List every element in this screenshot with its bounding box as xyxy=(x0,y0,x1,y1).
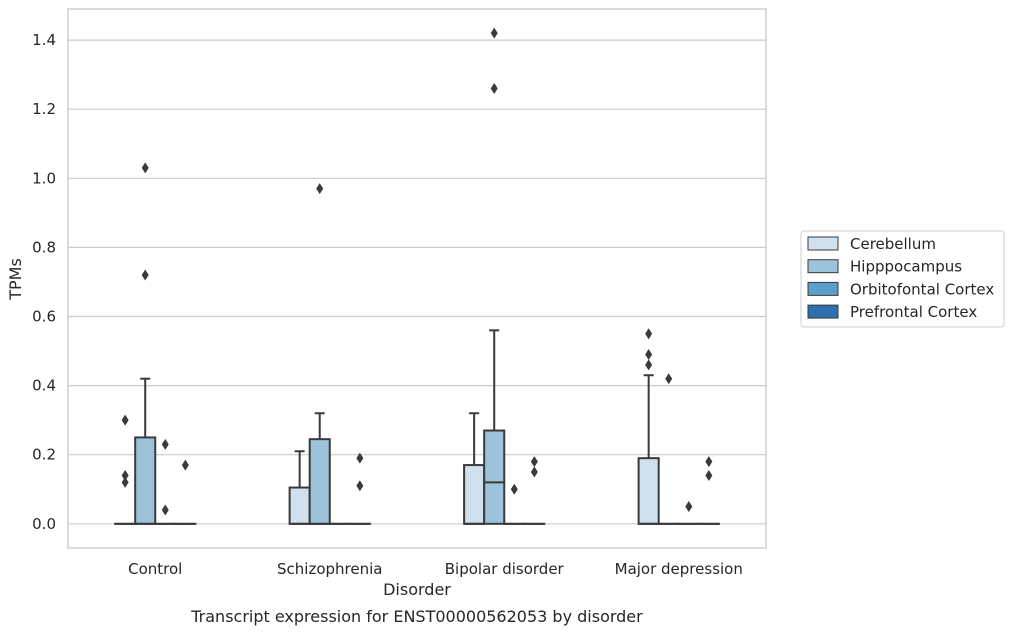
box-hipppocampus xyxy=(657,373,680,525)
legend-label: Hipppocampus xyxy=(850,258,962,276)
y-tick-label: 0.2 xyxy=(32,446,56,464)
y-tick-label: 0.4 xyxy=(32,377,56,395)
box-body xyxy=(308,438,331,525)
box-prefrontal-cortex xyxy=(174,459,197,525)
box-hipppocampus xyxy=(483,27,506,525)
y-axis-ticks: 0.0 0.2 0.4 0.6 0.8 1.0 1.2 1.4 xyxy=(32,31,56,533)
plot-area-frame xyxy=(67,8,767,549)
box-cerebellum xyxy=(288,450,311,525)
outlier-point xyxy=(490,82,498,94)
box-body xyxy=(288,486,311,525)
box-prefrontal-cortex xyxy=(697,456,720,525)
legend-swatch xyxy=(807,281,839,296)
outlier-point xyxy=(645,349,653,361)
outlier-point xyxy=(645,328,653,340)
y-tick-label: 1.0 xyxy=(32,169,56,187)
box-body xyxy=(463,464,486,525)
outlier-point xyxy=(705,456,713,468)
box-plots xyxy=(114,27,720,525)
outlier-point xyxy=(316,183,324,195)
x-tick-label: Schizophrenia xyxy=(277,560,382,578)
outlier-point xyxy=(121,414,129,426)
y-tick-label: 1.2 xyxy=(32,100,56,118)
x-axis-title: Disorder xyxy=(383,580,451,599)
legend-swatch xyxy=(807,304,839,319)
legend: Cerebellum Hipppocampus Orbitofontal Corte… xyxy=(800,230,1005,328)
x-tick-label: Bipolar disorder xyxy=(445,560,565,578)
legend-swatch xyxy=(807,259,839,274)
outlier-point xyxy=(530,456,538,468)
outlier-point xyxy=(161,438,169,450)
legend-swatch xyxy=(807,236,839,251)
outlier-point xyxy=(705,469,713,481)
outlier-point xyxy=(141,162,149,174)
y-tick-label: 1.4 xyxy=(32,31,56,49)
box-prefrontal-cortex xyxy=(348,452,371,525)
legend-label: Prefrontal Cortex xyxy=(850,303,977,321)
box-cerebellum xyxy=(637,328,660,525)
grid-lines xyxy=(68,39,766,525)
box-prefrontal-cortex xyxy=(523,456,546,525)
outlier-point xyxy=(356,480,364,492)
outlier-point xyxy=(490,27,498,39)
outlier-point xyxy=(665,373,673,385)
chart-caption: Transcript expression for ENST0000056205… xyxy=(190,607,643,626)
box-orbitofontal-cortex xyxy=(677,501,700,525)
legend-frame xyxy=(800,230,1005,328)
y-tick-label: 0.8 xyxy=(32,238,56,256)
y-axis-title: TPMs xyxy=(6,258,25,301)
x-axis-ticks: Control Schizophrenia Bipolar disorder Majo… xyxy=(128,560,743,578)
box-orbitofontal-cortex xyxy=(154,438,177,525)
outlier-point xyxy=(645,359,653,371)
outlier-point xyxy=(530,466,538,478)
legend-label: Cerebellum xyxy=(850,235,936,253)
y-tick-label: 0.6 xyxy=(32,308,56,326)
box-hipppocampus xyxy=(308,183,331,525)
box-orbitofontal-cortex xyxy=(503,483,526,525)
outlier-point xyxy=(510,483,518,495)
outlier-point xyxy=(161,504,169,516)
outlier-point xyxy=(121,469,129,481)
box-cerebellum xyxy=(114,414,137,525)
box-cerebellum xyxy=(463,412,486,525)
x-tick-label: Control xyxy=(128,560,182,578)
outlier-point xyxy=(141,269,149,281)
box-body xyxy=(637,457,660,525)
outlier-point xyxy=(356,452,364,464)
box-body xyxy=(483,429,506,525)
x-tick-label: Major depression xyxy=(615,560,743,578)
legend-label: Orbitofontal Cortex xyxy=(850,280,994,298)
y-tick-label: 0.0 xyxy=(32,515,56,533)
outlier-point xyxy=(181,459,189,471)
outlier-point xyxy=(121,476,129,488)
outlier-point xyxy=(685,501,693,513)
box-hipppocampus xyxy=(134,162,157,525)
box-body xyxy=(134,436,157,525)
